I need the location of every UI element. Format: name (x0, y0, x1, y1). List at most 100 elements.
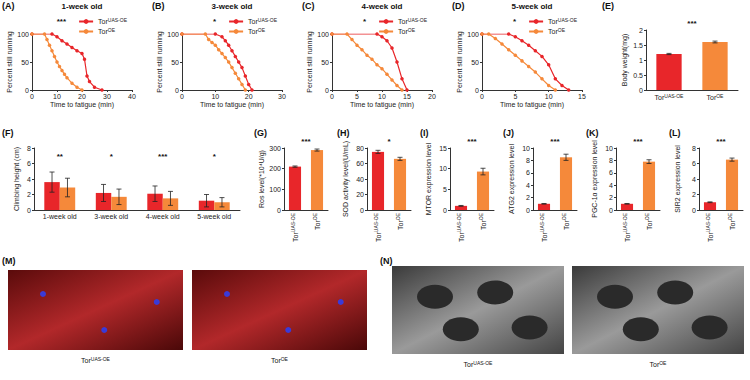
svg-text:Percent still running: Percent still running (456, 31, 464, 93)
svg-text:1-week old: 1-week old (62, 2, 103, 11)
svg-text:0: 0 (360, 207, 364, 214)
svg-text:Tor: Tor (646, 220, 653, 230)
svg-text:Time to fatigue (min): Time to fatigue (min) (50, 101, 114, 109)
svg-text:Tor: Tor (541, 232, 548, 242)
svg-text:Time to fatigue (min): Time to fatigue (min) (350, 101, 414, 109)
svg-text:UAS-OE: UAS-OE (456, 212, 462, 232)
svg-text:6: 6 (526, 169, 530, 176)
svg-text:UAS-OE: UAS-OE (258, 17, 278, 23)
svg-text:300: 300 (269, 145, 281, 152)
svg-text:0: 0 (639, 87, 643, 94)
svg-text:1-week old: 1-week old (43, 213, 77, 220)
svg-text:100: 100 (167, 31, 179, 38)
svg-text:50: 50 (471, 59, 479, 66)
svg-text:4: 4 (692, 176, 696, 183)
svg-text:2: 2 (692, 191, 696, 198)
svg-text:1: 1 (639, 57, 643, 64)
svg-text:5-week old: 5-week old (512, 2, 553, 11)
svg-text:10: 10 (211, 93, 219, 100)
svg-text:80: 80 (356, 145, 364, 152)
svg-text:100: 100 (17, 31, 29, 38)
svg-text:20: 20 (245, 93, 253, 100)
svg-text:0: 0 (175, 87, 179, 94)
svg-text:***: *** (301, 137, 311, 146)
svg-text:Tor: Tor (458, 232, 465, 242)
svg-text:8: 8 (692, 145, 696, 152)
svg-text:4: 4 (526, 182, 530, 189)
svg-text:(K): (K) (586, 128, 599, 138)
svg-text:***: *** (158, 152, 168, 161)
svg-text:0: 0 (475, 87, 479, 94)
svg-text:UAS-OE: UAS-OE (705, 212, 711, 232)
svg-text:OE: OE (716, 93, 724, 99)
svg-text:0: 0 (609, 207, 613, 214)
svg-text:(C): (C) (302, 1, 315, 11)
svg-text:*: * (110, 152, 114, 161)
svg-text:20: 20 (78, 93, 86, 100)
svg-text:OE: OE (727, 212, 733, 220)
svg-text:(J): (J) (503, 128, 514, 138)
svg-text:OE: OE (408, 27, 416, 33)
svg-text:***: *** (633, 137, 643, 146)
svg-text:0: 0 (30, 93, 34, 100)
svg-text:Percent still running: Percent still running (6, 31, 14, 93)
svg-text:30: 30 (103, 93, 111, 100)
svg-text:Tor: Tor (707, 232, 714, 242)
svg-text:8: 8 (27, 145, 31, 152)
svg-text:2: 2 (639, 27, 643, 34)
svg-text:50: 50 (321, 59, 329, 66)
svg-text:Tor: Tor (314, 220, 321, 230)
svg-text:OE: OE (108, 27, 116, 33)
svg-text:***: *** (716, 137, 726, 146)
svg-text:20: 20 (428, 93, 436, 100)
svg-text:***: *** (687, 19, 697, 28)
svg-text:***: *** (467, 137, 477, 146)
svg-text:Time to fatigue (min): Time to fatigue (min) (500, 101, 564, 109)
svg-text:UAS-OE: UAS-OE (108, 17, 128, 23)
svg-text:10: 10 (378, 93, 386, 100)
svg-text:5: 5 (355, 93, 359, 100)
svg-text:5-week old: 5-week old (197, 213, 231, 220)
svg-text:50: 50 (171, 59, 179, 66)
svg-text:3-week old: 3-week old (94, 213, 128, 220)
svg-text:40: 40 (356, 176, 364, 183)
svg-text:60: 60 (356, 160, 364, 167)
svg-text:15: 15 (439, 145, 447, 152)
svg-text:(G): (G) (254, 128, 267, 138)
svg-text:0: 0 (180, 93, 184, 100)
svg-text:Tor: Tor (480, 220, 487, 230)
svg-text:UAS-OE: UAS-OE (622, 212, 628, 232)
svg-text:(E): (E) (602, 1, 614, 11)
svg-text:2: 2 (609, 194, 613, 201)
svg-text:OE: OE (644, 212, 650, 220)
svg-text:UAS-OE: UAS-OE (664, 93, 684, 99)
svg-text:15: 15 (578, 93, 586, 100)
svg-text:*: * (387, 137, 391, 146)
svg-text:*: * (363, 17, 367, 26)
svg-text:100: 100 (467, 31, 479, 38)
svg-text:0: 0 (480, 93, 484, 100)
svg-text:UAS-OE: UAS-OE (473, 360, 493, 366)
svg-text:Tor: Tor (729, 220, 736, 230)
svg-text:PGC-1α expression level: PGC-1α expression level (591, 140, 599, 218)
svg-text:6: 6 (609, 169, 613, 176)
svg-text:1.5: 1.5 (633, 42, 643, 49)
svg-text:*: * (213, 17, 217, 26)
svg-text:(H): (H) (337, 128, 350, 138)
svg-text:UAS-OE: UAS-OE (290, 212, 296, 232)
svg-text:10: 10 (53, 93, 61, 100)
svg-text:UAS-OE: UAS-OE (558, 17, 578, 23)
svg-text:Tor: Tor (375, 232, 382, 242)
svg-text:(N): (N) (380, 256, 393, 266)
svg-text:4: 4 (27, 176, 31, 183)
svg-text:(F): (F) (2, 128, 14, 138)
svg-text:6: 6 (27, 160, 31, 167)
svg-text:10: 10 (545, 93, 553, 100)
svg-text:(B): (B) (152, 1, 165, 11)
svg-text:Climbing height (cm): Climbing height (cm) (13, 147, 21, 211)
svg-text:Tor: Tor (292, 232, 299, 242)
svg-text:20: 20 (356, 191, 364, 198)
svg-text:ATG2 expression level: ATG2 expression level (508, 144, 516, 214)
svg-text:MTOR expression level: MTOR expression level (425, 142, 433, 215)
svg-text:2: 2 (526, 194, 530, 201)
